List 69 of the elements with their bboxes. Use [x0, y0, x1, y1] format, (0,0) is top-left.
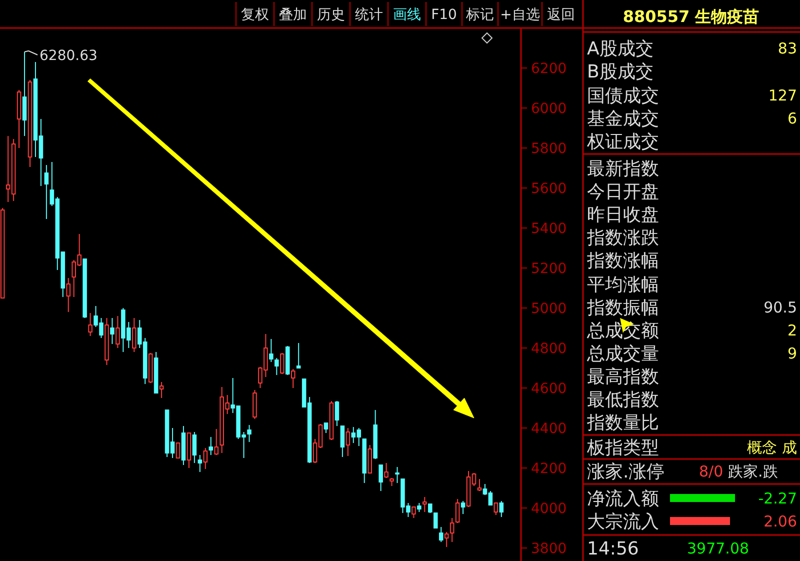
- candlestick: [110, 318, 114, 344]
- text: 昨日收盘: [587, 204, 659, 226]
- text: 权证成交: [586, 131, 659, 152]
- candlestick: [22, 51, 27, 136]
- text: 跌家.跌: [728, 462, 778, 480]
- candlestick: [44, 164, 49, 220]
- text: +自选: [500, 7, 540, 23]
- text: 最低指数: [587, 389, 659, 410]
- text: 最高指数: [587, 366, 659, 388]
- text: 指数涨幅: [586, 250, 659, 272]
- text: 概念 成: [747, 438, 797, 456]
- annotation: 6280.63: [40, 48, 98, 64]
- y-tick-label: 4600: [531, 380, 567, 397]
- y-tick-label: 6200: [531, 60, 567, 77]
- candlestick: [450, 518, 454, 542]
- y-tick-label: 4200: [531, 460, 567, 477]
- text: 大宗流入: [587, 511, 659, 532]
- text: 83: [778, 39, 797, 58]
- candlestick: [395, 466, 400, 484]
- text: 返回: [547, 7, 575, 23]
- text: 指数量比: [586, 412, 659, 434]
- text: 总成交量: [586, 343, 659, 364]
- y-tick-label: 4400: [531, 420, 567, 437]
- text: 国债成交: [587, 85, 659, 106]
- text: 基金成交: [587, 108, 659, 130]
- text: 板指类型: [586, 437, 659, 458]
- text: 标记: [465, 7, 494, 23]
- text: 叠加: [279, 7, 307, 23]
- candlestick: [422, 496, 427, 512]
- text: 8/0: [699, 462, 724, 480]
- text: 涨家.涨停: [587, 461, 665, 482]
- y-tick-label: 4800: [531, 340, 567, 357]
- text: -2.27: [758, 489, 797, 508]
- text: B股成交: [587, 61, 654, 82]
- candlestick: [198, 454, 202, 472]
- candlestick: [104, 318, 109, 366]
- text: 复权: [241, 7, 269, 23]
- y-tick-label: 4000: [531, 500, 567, 517]
- text: 6: [787, 109, 797, 128]
- y-tick-label: 5200: [531, 260, 567, 277]
- text: 统计: [355, 7, 383, 23]
- text: 平均涨幅: [587, 274, 659, 296]
- text: 90.5: [764, 298, 797, 316]
- text: 画线: [393, 7, 421, 23]
- text: 净流入额: [587, 488, 659, 510]
- candlestick: [181, 426, 186, 466]
- y-tick-label: 5000: [531, 300, 567, 317]
- text: 2.06: [764, 512, 797, 530]
- y-tick-label: 5400: [531, 220, 567, 237]
- text: 今日开盘: [587, 181, 659, 202]
- text: A股成交: [587, 38, 654, 60]
- text: 历史: [317, 7, 345, 23]
- text: 2: [787, 321, 797, 340]
- y-tick-label: 5800: [531, 140, 567, 157]
- candlestick: [247, 424, 252, 442]
- y-tick-label: 5600: [531, 180, 567, 197]
- text: F10: [431, 7, 457, 23]
- text: 指数振幅: [586, 297, 659, 318]
- y-tick-label: 6000: [531, 100, 567, 117]
- text: 880557 生物疫苗: [622, 7, 760, 26]
- text: 14:56: [587, 538, 639, 560]
- y-tick-label: 3800: [531, 540, 567, 557]
- text: 3977.08: [687, 539, 750, 558]
- text: 9: [787, 344, 797, 362]
- text: 127: [768, 86, 797, 104]
- text: 最新指数: [587, 158, 659, 180]
- candlestick: [208, 436, 214, 456]
- text: 指数涨跌: [586, 227, 659, 248]
- candlestick: [66, 278, 71, 312]
